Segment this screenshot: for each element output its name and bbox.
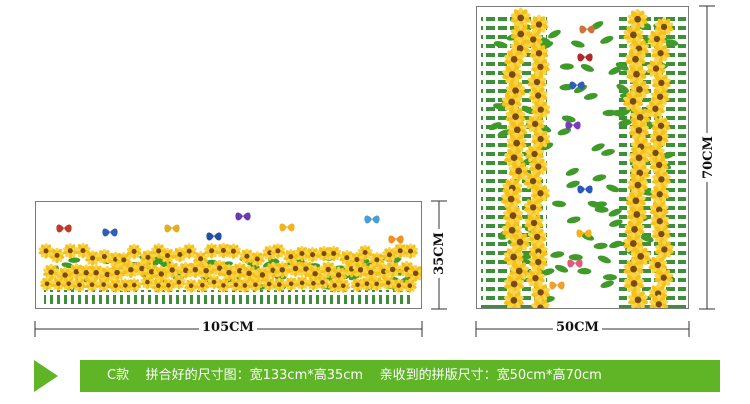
left-width-label: 105CM: [199, 320, 257, 335]
butterfly-icon: [56, 212, 404, 244]
arrow-right-icon: [34, 360, 58, 392]
vertical-sticker-panel: [476, 6, 689, 309]
left-height-label: 35CM: [431, 229, 447, 278]
sunflower-icon: [488, 7, 679, 308]
sunflower-icon: [38, 242, 421, 293]
horizontal-sunflower-artwork: [38, 212, 421, 305]
vertical-sunflower-artwork: [477, 7, 688, 308]
right-height-label: 70CM: [700, 133, 716, 182]
caption-banner: [80, 360, 720, 392]
fence-icon: [44, 288, 414, 305]
horizontal-sticker-panel: [35, 201, 422, 309]
right-width-label: 50CM: [553, 320, 602, 335]
caption-text: C款 拼合好的尺寸图：宽133cm*高35cm 亲收到的拼版尺寸：宽50cm*高…: [107, 368, 602, 383]
